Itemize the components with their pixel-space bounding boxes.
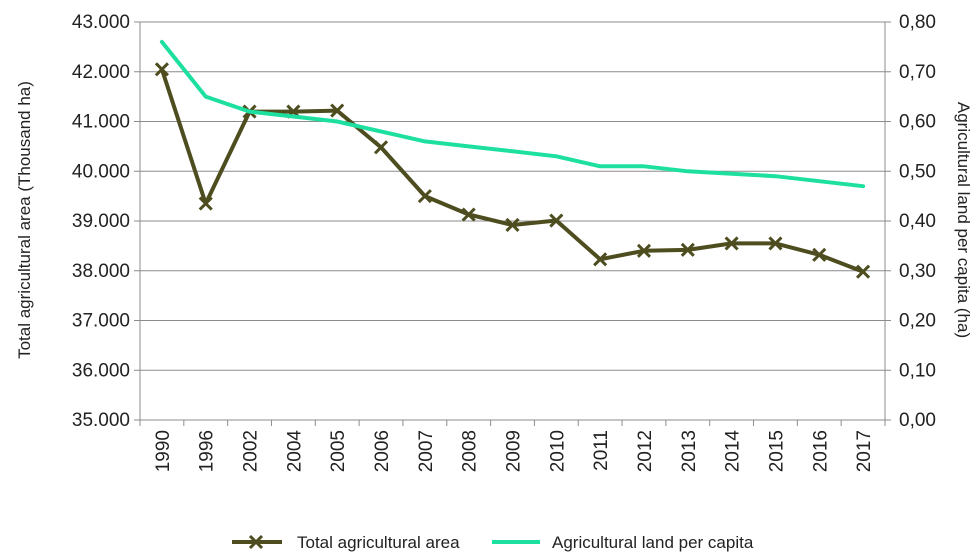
x-tick-label: 2016 xyxy=(810,430,831,472)
x-tick-label: 2015 xyxy=(766,430,787,472)
data-point-marker xyxy=(373,140,389,155)
data-point-marker xyxy=(417,189,432,204)
x-tick-label: 2014 xyxy=(723,430,744,473)
x-tick-label: 2002 xyxy=(241,430,262,472)
x-tick-label: 2008 xyxy=(460,430,481,472)
y-tick-label-left: 40.000 xyxy=(72,161,130,182)
data-point-marker xyxy=(856,264,871,279)
y-tick-label-right: 0,80 xyxy=(899,12,936,33)
tick-labels: 35.000 0,00 36.000 0,10 37.000 0,20 38.000 0,30… xyxy=(72,12,936,472)
data-point-marker xyxy=(724,236,739,251)
y-tick-label-left: 38.000 xyxy=(72,261,130,282)
series-layer xyxy=(154,39,871,279)
y-tick-label-right: 0,20 xyxy=(899,311,936,332)
x-tick-label: 2010 xyxy=(547,430,568,472)
x-tick-label: 2007 xyxy=(416,430,437,472)
data-point-marker xyxy=(768,236,783,251)
data-point-marker xyxy=(680,242,695,257)
legend-item-total-agricultural-area: Total agricultural area xyxy=(232,533,460,552)
x-tick-label: 1996 xyxy=(197,430,218,472)
data-point-marker xyxy=(593,252,608,267)
y-tick-label-left: 41.000 xyxy=(72,112,130,133)
axes xyxy=(134,21,891,426)
y-tick-label-right: 0,10 xyxy=(899,360,936,381)
y-tick-label-right: 0,40 xyxy=(899,211,936,232)
data-point-marker xyxy=(636,243,652,258)
series-line-agricultural-land-per-capita xyxy=(159,39,866,189)
x-tick-label: 2011 xyxy=(591,430,612,471)
y-tick-label-right: 0,00 xyxy=(899,410,936,431)
y-tick-label-right: 0,50 xyxy=(899,161,936,182)
legend-label-total-agricultural-area: Total agricultural area xyxy=(297,533,460,552)
data-point-marker xyxy=(812,247,827,262)
x-tick-label: 2005 xyxy=(328,430,349,472)
x-tick-label: 1990 xyxy=(153,430,174,472)
gridlines xyxy=(140,21,885,421)
data-point-marker xyxy=(198,196,213,211)
y-tick-label-left: 39.000 xyxy=(72,211,130,232)
legend-label-agricultural-land-per-capita: Agricultural land per capita xyxy=(552,533,754,552)
y-tick-label-right: 0,60 xyxy=(899,112,936,133)
data-point-marker xyxy=(461,207,476,222)
x-tick-label: 2012 xyxy=(635,430,656,472)
x-tick-label: 2017 xyxy=(854,430,875,472)
y-tick-label-right: 0,70 xyxy=(899,62,936,83)
y-tick-label-left: 42.000 xyxy=(72,62,130,83)
x-tick-label: 2013 xyxy=(679,430,700,472)
data-point-marker xyxy=(505,217,520,233)
y-tick-label-right: 0,30 xyxy=(899,261,936,282)
data-point-marker xyxy=(549,213,564,228)
legend-item-agricultural-land-per-capita: Agricultural land per capita xyxy=(492,533,754,552)
y-tick-label-left: 37.000 xyxy=(72,311,130,332)
legend: Total agricultural area Agricultural lan… xyxy=(232,533,754,552)
x-tick-label: 2009 xyxy=(504,430,525,472)
x-tick-label: 2006 xyxy=(372,430,393,472)
y-tick-label-left: 35.000 xyxy=(72,410,130,431)
data-point-marker xyxy=(330,103,345,118)
y-tick-label-left: 43.000 xyxy=(72,12,130,33)
y-tick-label-left: 36.000 xyxy=(72,360,130,381)
y-axis-title-right: Agricultural land per capita (ha) xyxy=(954,102,973,338)
y-axis-title-left: Total agricultural area (Thousand ha) xyxy=(15,81,34,359)
data-point-marker xyxy=(154,62,169,77)
x-tick-label: 2004 xyxy=(284,430,305,473)
series-line-total-agricultural-area xyxy=(159,67,866,274)
